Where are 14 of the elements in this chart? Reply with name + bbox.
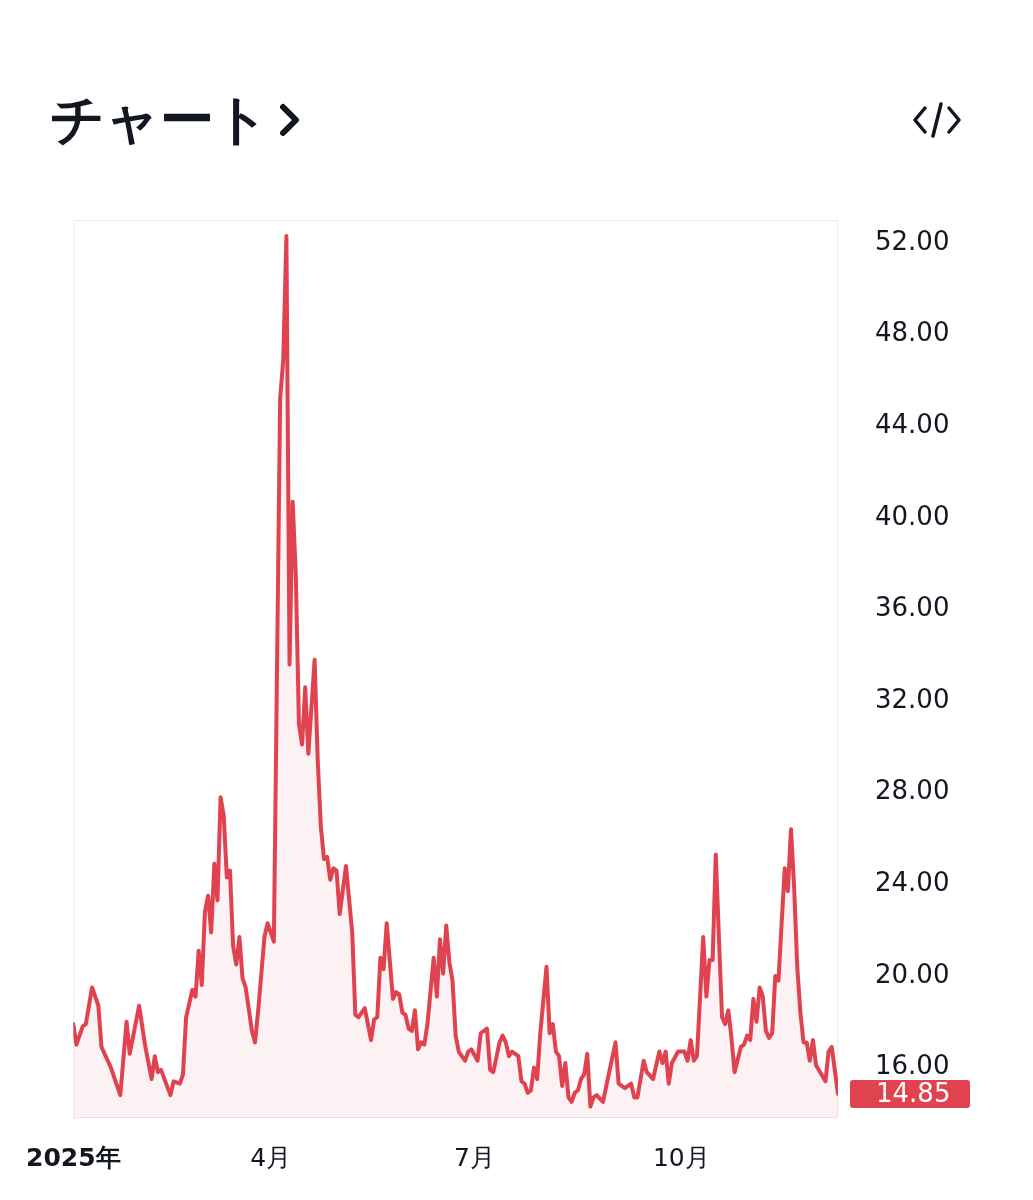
- y-tick-label: 40.00: [875, 500, 950, 531]
- y-tick-label: 24.00: [875, 867, 950, 898]
- y-tick-label: 52.00: [875, 225, 950, 256]
- x-tick-label: 10月: [652, 1142, 710, 1172]
- x-tick-label: 2025年: [25, 1142, 121, 1172]
- y-tick-label: 20.00: [875, 958, 950, 989]
- y-tick-label: 48.00: [875, 317, 950, 348]
- chart-title: チャート: [50, 87, 269, 153]
- y-tick-label: 32.00: [875, 683, 950, 714]
- y-tick-label: 28.00: [875, 775, 950, 806]
- y-tick-label: 36.00: [875, 592, 950, 623]
- y-tick-label: 44.00: [875, 408, 950, 439]
- x-tick-label: 7月: [454, 1142, 495, 1172]
- x-tick-label: 4月: [250, 1142, 292, 1172]
